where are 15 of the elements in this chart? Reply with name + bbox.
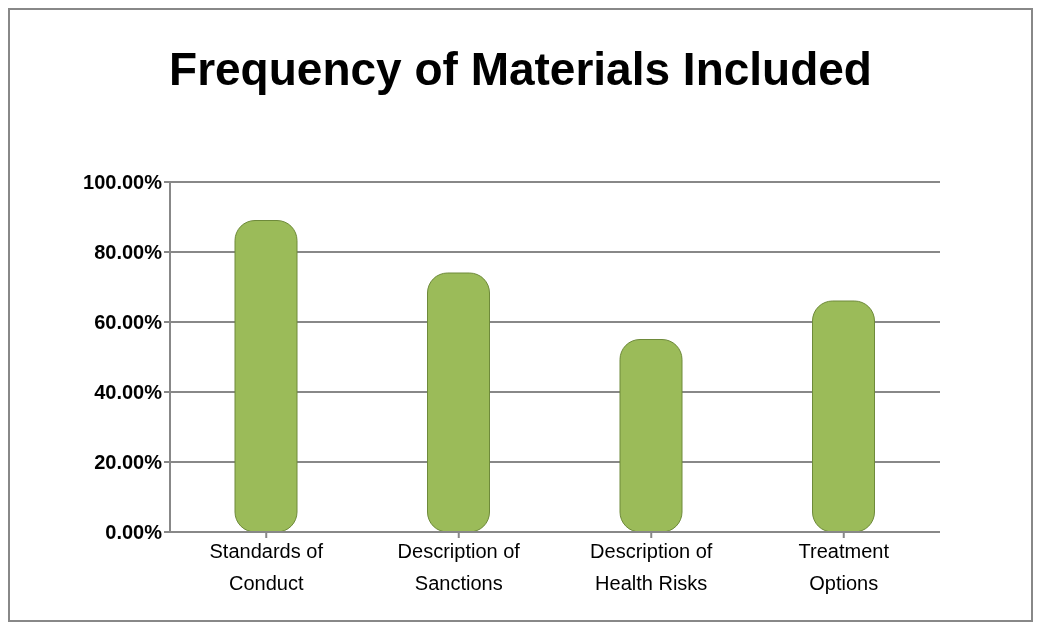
x-tick-label: Standards of Conduct (209, 540, 324, 594)
y-tick-label: 0.00% (105, 521, 163, 544)
x-tick-label: Description of Health Risks (590, 540, 713, 594)
bar (619, 339, 683, 532)
x-tick-label: Description of Sanctions (397, 540, 521, 594)
chart-title: Frequency of Materials Included (168, 42, 873, 97)
y-tick-label: 40.00% (94, 381, 163, 404)
bar (812, 300, 875, 532)
bar (427, 272, 490, 532)
y-tick-label: 100.00% (83, 171, 163, 194)
y-tick-label: 60.00% (94, 311, 163, 334)
x-tick-label: Treatment Options (798, 540, 890, 594)
bar (234, 220, 298, 532)
y-tick-label: 20.00% (94, 451, 163, 474)
y-tick-label: 80.00% (94, 241, 163, 264)
